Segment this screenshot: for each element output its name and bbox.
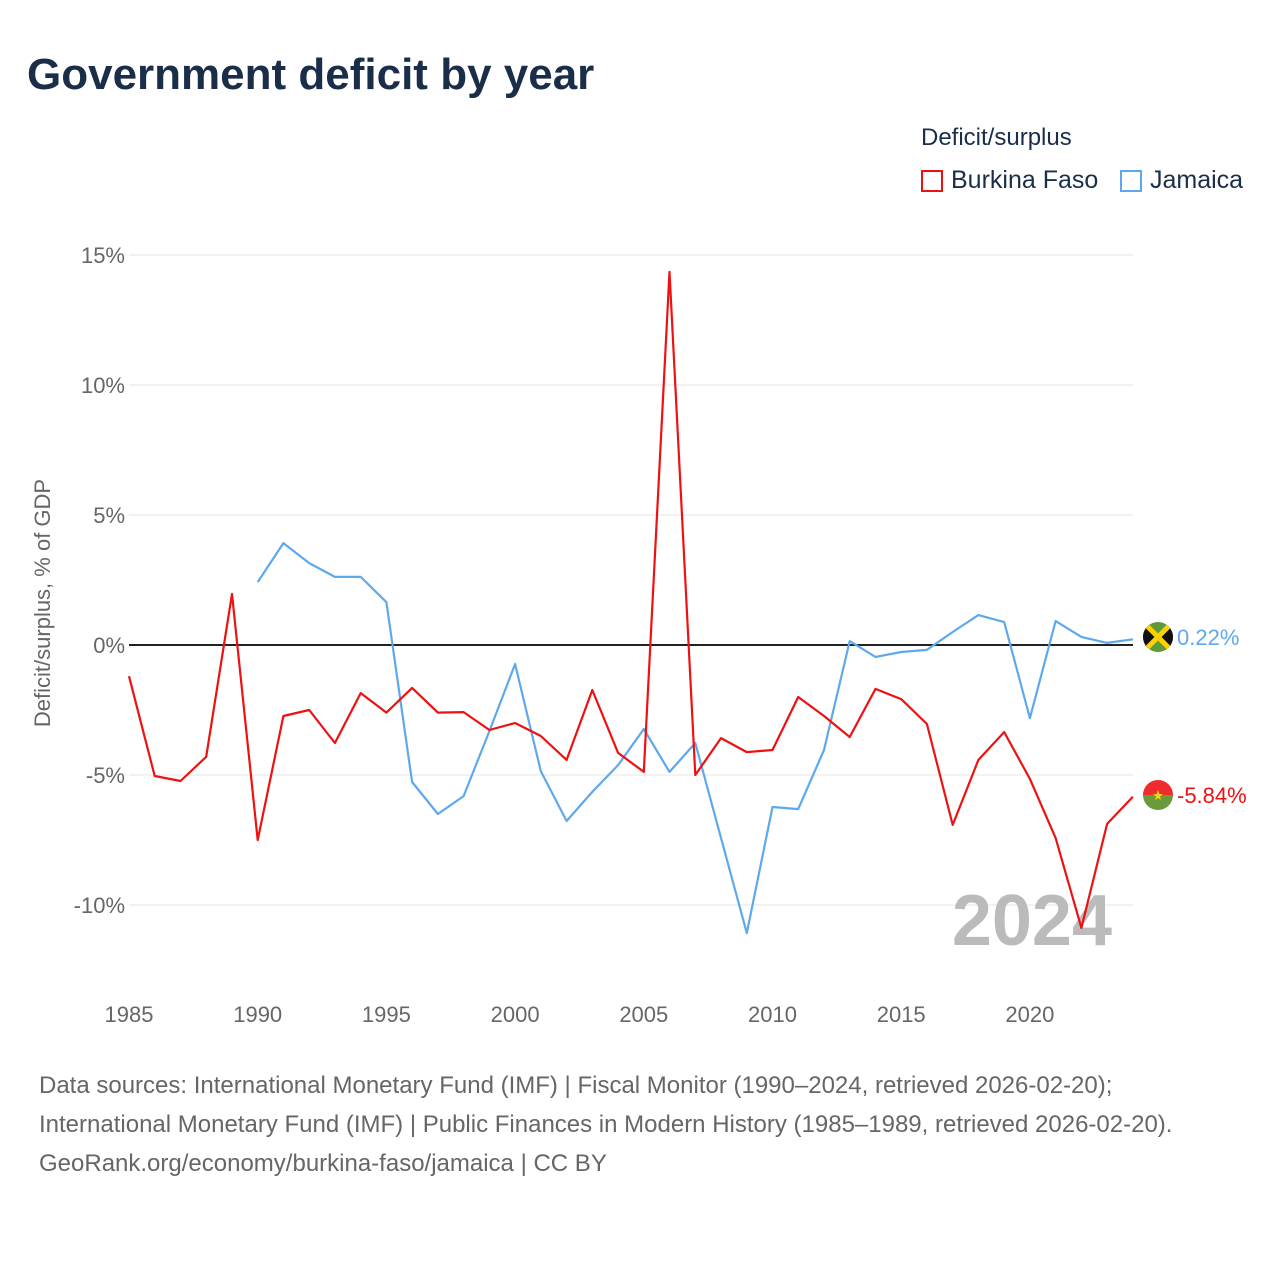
y-tick-label: -10% bbox=[74, 893, 125, 918]
flag-icon-burkina-faso bbox=[1143, 780, 1173, 810]
legend-swatch-burkina-faso bbox=[921, 169, 943, 192]
y-tick-label: 0% bbox=[93, 633, 125, 658]
series-line-jamaica bbox=[256, 541, 1134, 935]
credit-link[interactable]: GeoRank.org/economy/burkina-faso/jamaica… bbox=[39, 1150, 607, 1177]
x-tick-label: 2020 bbox=[1005, 1002, 1054, 1027]
x-tick-label: 1985 bbox=[105, 1002, 154, 1027]
legend-item-jamaica[interactable]: Jamaica bbox=[1120, 166, 1243, 195]
y-tick-label: 15% bbox=[81, 243, 125, 268]
y-tick-label: -5% bbox=[86, 763, 125, 788]
x-tick-label: 2005 bbox=[619, 1002, 668, 1027]
x-tick-label: 1995 bbox=[362, 1002, 411, 1027]
x-tick-label: 2000 bbox=[491, 1002, 540, 1027]
legend-label-jamaica: Jamaica bbox=[1150, 166, 1244, 194]
end-value-label-jamaica: 0.22% bbox=[1177, 625, 1239, 650]
y-tick-label: 5% bbox=[93, 503, 125, 528]
series-line-burkina-faso bbox=[127, 270, 1134, 930]
legend-item-burkina-faso[interactable]: Burkina Faso bbox=[921, 166, 1098, 195]
x-tick-label: 2015 bbox=[877, 1002, 926, 1027]
chart-title: Government deficit by year bbox=[27, 50, 595, 99]
y-tick-label: 10% bbox=[81, 373, 125, 398]
data-sources: Data sources: International Monetary Fun… bbox=[39, 1072, 1173, 1138]
x-tick-label: 1990 bbox=[233, 1002, 282, 1027]
end-value-label-burkina-faso: -5.84% bbox=[1177, 783, 1247, 808]
footer: Data sources: International Monetary Fun… bbox=[39, 1066, 1239, 1183]
year-label: 2024 bbox=[952, 881, 1112, 961]
flag-icon-jamaica bbox=[1143, 622, 1173, 652]
legend-label-burkina-faso: Burkina Faso bbox=[951, 166, 1099, 194]
y-axis-label: Deficit/surplus, % of GDP bbox=[30, 479, 55, 727]
line-chart: 15% 10% 5% 0% -5% -10% 1985 1990 1995 2000 2005 201… bbox=[30, 243, 1247, 1027]
x-tick-label: 2010 bbox=[748, 1002, 797, 1027]
legend-swatch-jamaica bbox=[1120, 169, 1142, 192]
legend-title: Deficit/surplus bbox=[921, 124, 1072, 151]
